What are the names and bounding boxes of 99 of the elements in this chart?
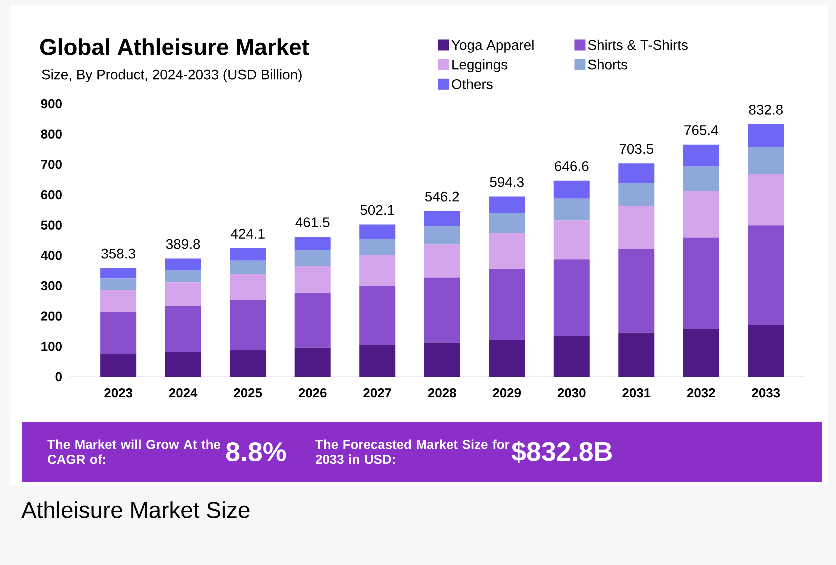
y-tick-label: 800	[41, 130, 62, 139]
y-tick-label: 0	[56, 372, 62, 382]
bar	[748, 147, 784, 174]
bar	[424, 278, 460, 343]
bar	[618, 183, 655, 207]
bar	[294, 250, 331, 266]
total-label: 832.8	[749, 104, 783, 115]
text: The Forecasted Market Size for 2033 in USD:	[316, 440, 510, 464]
bar	[230, 260, 266, 274]
bar	[683, 191, 720, 238]
total-label: 646.6	[555, 161, 589, 172]
x-tick-label: 2024	[169, 388, 198, 398]
total-label: 703.5	[620, 144, 654, 154]
text: 8.8%	[226, 442, 286, 462]
text: The Market will Grow At the CAGR of:	[48, 440, 221, 464]
bar	[489, 340, 526, 377]
bar	[683, 238, 720, 330]
legend-label: Shirts & T-Shirts	[588, 40, 688, 50]
total-label: 424.1	[230, 229, 265, 239]
bar	[100, 268, 137, 279]
total-label: 765.4	[684, 125, 718, 136]
x-tick-label: 2029	[493, 388, 522, 398]
bar	[554, 220, 590, 260]
text: Athleisure Market Size	[22, 502, 250, 518]
chart-title: Global Athleisure Market	[40, 38, 310, 56]
bar	[230, 300, 266, 350]
bar	[618, 164, 655, 184]
bar	[554, 260, 590, 336]
y-tick-label: 900	[41, 99, 62, 109]
x-tick-label: 2032	[687, 388, 716, 398]
x-tick-label: 2028	[428, 388, 456, 398]
y-tick-label: 600	[41, 190, 62, 200]
y-tick-label: 100	[42, 342, 62, 352]
bar	[424, 342, 460, 377]
bar	[618, 332, 655, 377]
bar	[748, 174, 784, 226]
bar	[294, 292, 331, 348]
bar	[100, 278, 137, 290]
bar	[683, 166, 720, 192]
bar	[424, 211, 460, 226]
bar	[165, 352, 202, 377]
bar	[294, 348, 331, 377]
total-label: 461.5	[296, 218, 330, 228]
bar	[360, 345, 396, 377]
bar	[360, 255, 396, 286]
bar	[424, 244, 460, 278]
bar	[489, 196, 526, 214]
bar	[360, 286, 396, 346]
bar	[230, 350, 266, 377]
bar	[683, 329, 720, 377]
bar	[165, 258, 202, 270]
bar	[165, 306, 202, 352]
y-tick-label: 400	[41, 251, 62, 260]
total-label: 389.8	[166, 239, 200, 250]
total-label: 502.1	[360, 205, 394, 216]
bar	[424, 226, 460, 245]
bar	[100, 290, 137, 312]
bar	[100, 312, 137, 355]
bar	[294, 266, 331, 293]
legend-label: Yoga Apparel	[452, 40, 534, 53]
bar	[618, 248, 655, 333]
y-tick-label: 700	[41, 160, 62, 170]
x-tick-label: 2023	[104, 388, 133, 398]
bar	[165, 270, 202, 283]
y-tick-label: 500	[41, 220, 62, 230]
x-tick-label: 2033	[752, 388, 780, 398]
chart-subtitle: Size, By Product, 2024-2033 (USD Billion)	[42, 69, 302, 82]
bar	[489, 213, 526, 234]
bar	[100, 354, 137, 377]
x-tick-label: 2030	[558, 388, 586, 398]
bar	[360, 239, 396, 256]
bar	[748, 226, 784, 326]
bar	[230, 274, 266, 300]
bar	[554, 180, 590, 199]
bar	[683, 144, 720, 166]
total-label: 594.3	[490, 177, 524, 188]
y-tick-label: 300	[41, 281, 62, 291]
bar	[748, 124, 784, 148]
legend-label: Leggings	[452, 60, 508, 73]
bar	[554, 336, 590, 377]
bar	[489, 234, 526, 270]
text: $832.8B	[512, 441, 612, 463]
bar	[230, 248, 266, 261]
x-tick-label: 2026	[298, 388, 327, 398]
y-tick-label: 200	[41, 312, 62, 321]
total-label: 546.2	[425, 192, 460, 202]
total-label: 358.3	[102, 248, 136, 259]
legend-label: Others	[452, 79, 493, 90]
bar	[618, 206, 655, 249]
legend-label: Shorts	[588, 60, 628, 70]
bar	[294, 237, 331, 250]
bar	[489, 269, 526, 340]
bar	[165, 282, 202, 306]
bar	[360, 224, 396, 240]
bar	[748, 325, 784, 377]
x-tick-label: 2027	[364, 388, 392, 398]
x-tick-label: 2031	[622, 388, 651, 398]
x-tick-label: 2025	[234, 388, 262, 398]
bar	[554, 198, 590, 221]
